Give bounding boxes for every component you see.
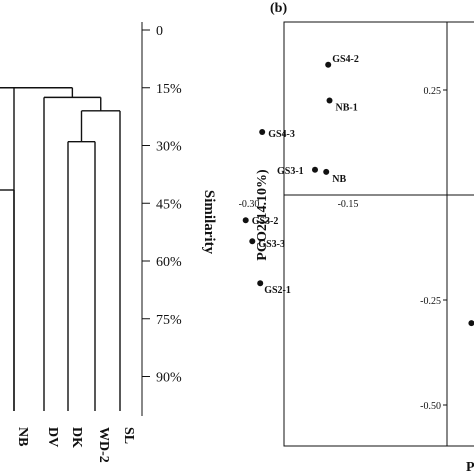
point-label: GS4-3 bbox=[268, 129, 295, 140]
scatter-point bbox=[325, 61, 332, 68]
scatter-point bbox=[326, 97, 333, 104]
similarity-tick-label: 15% bbox=[156, 82, 182, 97]
point-label: GS3-1 bbox=[277, 166, 304, 177]
similarity-axis-ticks: 0 15% 30% 45% 60% 75% 90% bbox=[142, 24, 182, 386]
similarity-tick-label: 60% bbox=[156, 255, 182, 270]
pco1-axis-title: P bbox=[466, 460, 474, 474]
similarity-tick-label: 90% bbox=[156, 371, 182, 386]
dendrogram-panel: 0 15% 30% 45% 60% 75% 90% NB DV DK WD-2 SL Similar… bbox=[0, 22, 217, 463]
scatter-point bbox=[323, 168, 330, 175]
leaf-label: NB bbox=[15, 427, 30, 446]
scatter-axes: -0.30 -0.15 0.25 -0.25 -0.50 bbox=[239, 22, 474, 446]
x-tick-label: -0.30 bbox=[239, 199, 260, 210]
x-tick-label: -0.15 bbox=[338, 199, 359, 210]
point-label: GS4-2 bbox=[332, 54, 359, 65]
similarity-tick-label: 0 bbox=[156, 24, 163, 39]
scatter-point bbox=[249, 238, 256, 245]
dendrogram-branches bbox=[0, 87, 121, 411]
y-tick-label: -0.50 bbox=[420, 401, 441, 412]
leaf-label: WD-2 bbox=[96, 427, 111, 463]
scatter-point bbox=[312, 166, 318, 173]
scatter-point bbox=[468, 320, 474, 327]
point-label: NB-1 bbox=[336, 103, 358, 114]
point-label: GS2-1 bbox=[264, 285, 291, 296]
point-label: GS3-3 bbox=[258, 239, 285, 250]
plot-frame bbox=[283, 21, 474, 447]
leaf-label: DV bbox=[45, 427, 60, 447]
scatter-point bbox=[257, 280, 264, 287]
similarity-tick-label: 45% bbox=[156, 197, 182, 212]
scatter-point bbox=[259, 129, 266, 135]
leaf-label: DK bbox=[69, 427, 84, 448]
scatter-point bbox=[242, 217, 249, 224]
panel-label-b: (b) bbox=[270, 1, 287, 16]
pco-scatter-panel: (b) -0.30 -0.15 0.25 -0.25 -0.50 GS4-2 NB-1 GS… bbox=[239, 1, 474, 474]
dendrogram-leaf-labels: NB DV DK WD-2 SL bbox=[15, 427, 136, 463]
leaf-label: SL bbox=[121, 427, 136, 444]
similarity-tick-label: 75% bbox=[156, 313, 182, 328]
pco2-axis-title: PCO2(14.10%) bbox=[255, 169, 270, 261]
y-tick-label: -0.25 bbox=[420, 296, 441, 307]
point-label: NB bbox=[332, 174, 346, 185]
similarity-axis-title: Similarity bbox=[201, 190, 217, 255]
point-label: GS3-2 bbox=[252, 216, 279, 227]
y-tick-label: 0.25 bbox=[424, 86, 442, 97]
similarity-tick-label: 30% bbox=[156, 140, 182, 155]
